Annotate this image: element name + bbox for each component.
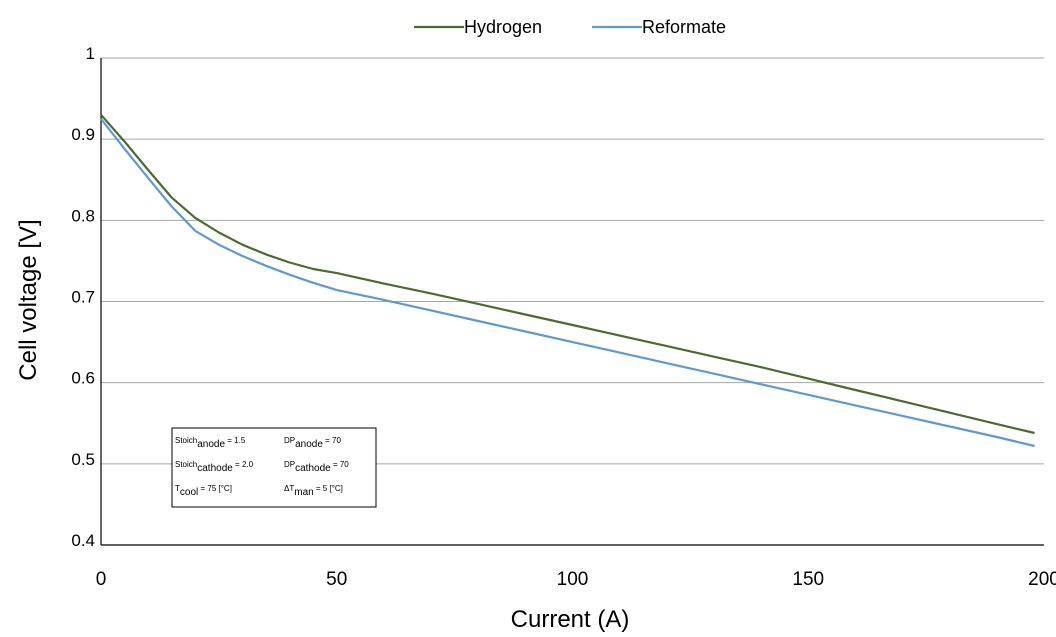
y-tick-label: 0.5 <box>71 450 95 469</box>
annotation-box: Stoichanode = 1.5 DPanode = 70 Stoichcatho… <box>171 427 377 508</box>
x-axis-title: Current (A) <box>511 606 630 633</box>
series-lines <box>100 114 1035 448</box>
annotation-frame <box>171 427 377 508</box>
legend-label-hydrogen: Hydrogen <box>464 17 542 37</box>
annotation-param: ΔTman = 5 [°C] <box>284 484 343 498</box>
y-tick-label: 0.6 <box>71 369 95 388</box>
x-tick-label: 200 <box>1028 569 1056 590</box>
x-tick-label: 50 <box>326 569 347 590</box>
annotation-param: Stoichcathode = 2.0 <box>175 460 254 474</box>
annotation-param: DPanode = 70 <box>284 436 342 450</box>
y-axis-title: Cell voltage [V] <box>15 219 42 380</box>
axes <box>100 58 1044 546</box>
y-tick-label: 0.7 <box>71 288 95 307</box>
annotation-param: Tcool = 75 [°C] <box>175 484 232 498</box>
x-tick-labels: 0 50 100 150 200 <box>96 569 1056 590</box>
y-tick-label: 0.4 <box>71 531 95 550</box>
annotation-param: Stoichanode = 1.5 <box>175 436 246 450</box>
y-tick-label: 1 <box>86 44 95 63</box>
legend: Hydrogen Reformate <box>414 17 726 37</box>
x-tick-label: 150 <box>792 569 824 590</box>
y-tick-labels: 0.4 0.5 0.6 0.7 0.8 0.9 1 <box>71 44 95 550</box>
x-tick-label: 0 <box>96 569 107 590</box>
y-tick-label: 0.8 <box>71 206 95 225</box>
series-line-reformate <box>100 118 1035 448</box>
gridlines <box>101 57 1044 465</box>
x-tick-label: 100 <box>557 569 589 590</box>
legend-label-reformate: Reformate <box>642 17 726 37</box>
series-line-hydrogen <box>100 114 1035 435</box>
annotation-param: DPcathode = 70 <box>284 460 349 474</box>
y-tick-label: 0.9 <box>71 125 95 144</box>
